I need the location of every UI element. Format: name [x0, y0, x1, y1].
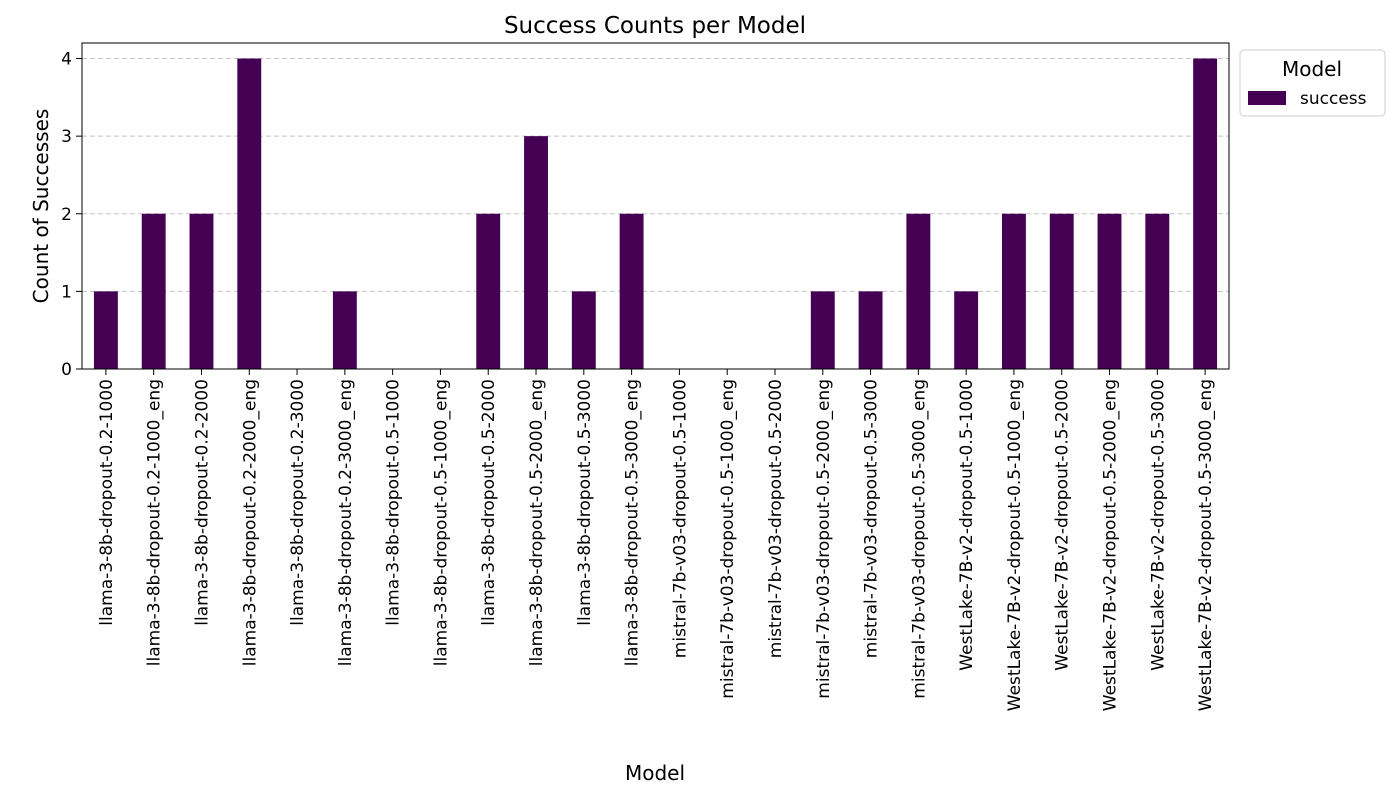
legend-swatch-success	[1248, 91, 1286, 105]
x-tick-label: llama-3-8b-dropout-0.2-1000_eng	[145, 379, 165, 666]
y-tick-label: 1	[61, 282, 72, 302]
bar-21	[1049, 213, 1074, 369]
bar-23	[1145, 213, 1170, 369]
bar-3	[189, 213, 214, 369]
x-axis-ticks: llama-3-8b-dropout-0.2-1000 llama-3-8b-dr…	[97, 369, 1216, 711]
bar-4	[237, 58, 262, 370]
x-tick-label: mistral-7b-v03-dropout-0.5-1000_eng	[718, 379, 738, 699]
bar-18	[906, 213, 931, 369]
x-tick-label: llama-3-8b-dropout-0.5-1000	[384, 379, 404, 626]
x-tick-label: llama-3-8b-dropout-0.2-3000	[288, 379, 308, 626]
y-tick-label: 4	[61, 50, 72, 70]
y-tick-label: 3	[61, 127, 72, 147]
x-tick-label: llama-3-8b-dropout-0.2-1000	[97, 379, 117, 626]
legend-title: Model	[1282, 57, 1342, 81]
x-tick-label: WestLake-7B-v2-dropout-0.5-2000_eng	[1101, 379, 1121, 711]
x-tick-label: WestLake-7B-v2-dropout-0.5-2000	[1053, 379, 1073, 671]
x-tick-label: mistral-7b-v03-dropout-0.5-2000_eng	[814, 379, 834, 699]
x-tick-label: mistral-7b-v03-dropout-0.5-2000	[766, 379, 786, 658]
x-tick-label: llama-3-8b-dropout-0.5-1000_eng	[431, 379, 451, 666]
bar-19	[954, 291, 979, 369]
x-tick-label: llama-3-8b-dropout-0.5-3000	[575, 379, 595, 626]
y-axis-label: Count of Successes	[29, 109, 53, 304]
x-tick-label: WestLake-7B-v2-dropout-0.5-1000_eng	[1005, 379, 1025, 711]
bar-6	[332, 291, 357, 369]
x-tick-label: WestLake-7B-v2-dropout-0.5-3000_eng	[1196, 379, 1216, 711]
plot-area-frame	[81, 42, 1230, 370]
bar-20	[1001, 213, 1026, 369]
bar-16	[810, 291, 835, 369]
x-tick-label: llama-3-8b-dropout-0.5-3000_eng	[623, 379, 643, 666]
x-tick-label: llama-3-8b-dropout-0.5-2000_eng	[527, 379, 547, 666]
bar-12	[619, 213, 644, 369]
x-tick-label: mistral-7b-v03-dropout-0.5-1000	[670, 379, 690, 658]
bar-11	[571, 291, 596, 369]
x-tick-label: mistral-7b-v03-dropout-0.5-3000	[862, 379, 882, 658]
bar-22	[1097, 213, 1122, 369]
x-tick-label: mistral-7b-v03-dropout-0.5-3000_eng	[909, 379, 929, 699]
x-tick-label: llama-3-8b-dropout-0.2-2000_eng	[240, 379, 260, 666]
legend-label-success: success	[1300, 89, 1367, 109]
x-tick-label: WestLake-7B-v2-dropout-0.5-3000	[1148, 379, 1168, 671]
x-axis-label: Model	[625, 761, 685, 785]
chart-title: Success Counts per Model	[504, 13, 806, 39]
x-tick-label: llama-3-8b-dropout-0.2-3000_eng	[336, 379, 356, 666]
bar-2	[141, 213, 166, 369]
bars	[93, 58, 1218, 370]
y-axis-ticks: 0 1 2 3 4	[61, 50, 82, 380]
legend: Model success	[1239, 49, 1386, 117]
x-tick-label: WestLake-7B-v2-dropout-0.5-1000	[957, 379, 977, 671]
bar-9	[476, 213, 501, 369]
x-tick-label: llama-3-8b-dropout-0.5-2000	[479, 379, 499, 626]
bar-10	[524, 136, 548, 369]
bar-24	[1193, 58, 1218, 370]
bar-1	[93, 291, 118, 369]
y-tick-label: 2	[61, 205, 72, 225]
y-tick-label: 0	[61, 360, 72, 380]
x-tick-label: llama-3-8b-dropout-0.2-2000	[192, 379, 212, 626]
bar-17	[858, 291, 883, 369]
